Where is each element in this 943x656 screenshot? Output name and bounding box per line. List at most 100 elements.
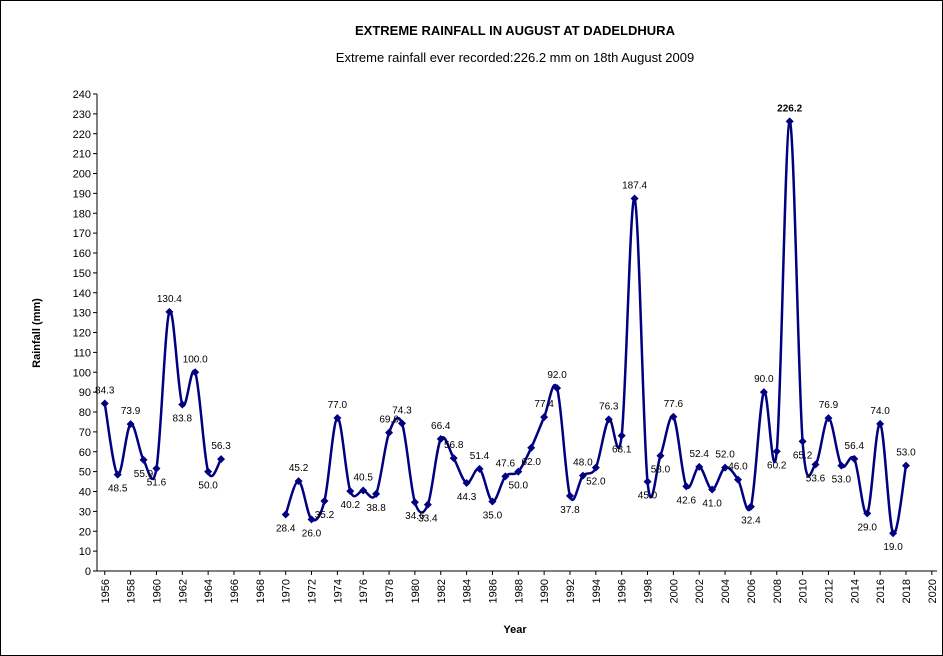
data-label: 56.3 bbox=[211, 441, 231, 452]
data-point bbox=[643, 477, 652, 486]
y-tick-label: 200 bbox=[73, 169, 91, 181]
data-point bbox=[294, 477, 303, 486]
x-tick-label: 1962 bbox=[177, 579, 189, 603]
data-point bbox=[100, 399, 109, 408]
data-label: 90.0 bbox=[754, 374, 774, 385]
data-label: 53.0 bbox=[896, 448, 916, 459]
data-label: 52.0 bbox=[715, 450, 735, 461]
data-label: 29.0 bbox=[857, 522, 877, 533]
data-point bbox=[333, 413, 342, 422]
x-tick-label: 2012 bbox=[823, 579, 835, 603]
data-label: 48.0 bbox=[573, 458, 593, 469]
data-label: 40.2 bbox=[341, 500, 361, 511]
data-point bbox=[733, 475, 742, 484]
data-point bbox=[436, 435, 445, 444]
data-label: 83.8 bbox=[173, 413, 193, 424]
data-point bbox=[837, 461, 846, 470]
x-tick-label: 1998 bbox=[643, 579, 655, 603]
data-point bbox=[798, 437, 807, 446]
y-tick-label: 0 bbox=[85, 566, 91, 578]
data-point bbox=[475, 464, 484, 473]
x-tick-label: 1964 bbox=[203, 579, 215, 603]
data-point bbox=[346, 487, 355, 496]
x-tick-label: 1988 bbox=[513, 579, 525, 603]
data-point bbox=[165, 307, 174, 316]
data-label: 35.2 bbox=[315, 510, 335, 521]
x-tick-label: 1972 bbox=[307, 579, 319, 603]
data-point bbox=[553, 384, 562, 393]
chart-subtitle: Extreme rainfall ever recorded:226.2 mm … bbox=[336, 50, 694, 65]
x-tick-label: 2000 bbox=[668, 579, 680, 603]
y-tick-label: 20 bbox=[79, 526, 91, 538]
data-point bbox=[682, 482, 691, 491]
y-tick-label: 130 bbox=[73, 308, 91, 320]
data-label: 40.5 bbox=[353, 473, 373, 484]
x-tick-label: 1976 bbox=[358, 579, 370, 603]
data-point bbox=[527, 443, 536, 452]
data-point bbox=[578, 471, 587, 480]
y-tick-label: 240 bbox=[73, 89, 91, 101]
data-point bbox=[695, 462, 704, 471]
data-point bbox=[604, 415, 613, 424]
data-point bbox=[488, 497, 497, 506]
data-point bbox=[889, 529, 898, 538]
y-tick-label: 140 bbox=[73, 288, 91, 300]
x-tick-label: 1974 bbox=[332, 579, 344, 603]
y-tick-label: 10 bbox=[79, 546, 91, 558]
data-label: 56.8 bbox=[444, 440, 464, 451]
data-label: 77.6 bbox=[664, 399, 684, 410]
data-point bbox=[811, 460, 820, 469]
data-point bbox=[591, 463, 600, 472]
y-tick-label: 220 bbox=[73, 129, 91, 141]
data-point bbox=[708, 485, 717, 494]
data-point bbox=[876, 419, 885, 428]
x-tick-label: 2018 bbox=[901, 579, 913, 603]
data-label: 53.0 bbox=[832, 475, 852, 486]
x-tick-label: 2014 bbox=[849, 579, 861, 603]
data-point bbox=[462, 478, 471, 487]
data-label: 60.2 bbox=[767, 460, 787, 471]
data-label: 74.0 bbox=[870, 406, 890, 417]
y-tick-label: 230 bbox=[73, 109, 91, 121]
data-point bbox=[320, 497, 329, 506]
x-tick-label: 2002 bbox=[694, 579, 706, 603]
data-point bbox=[540, 413, 549, 422]
data-point bbox=[191, 368, 200, 377]
y-tick-label: 210 bbox=[73, 149, 91, 161]
data-point bbox=[901, 461, 910, 470]
data-label: 74.3 bbox=[392, 405, 412, 416]
data-point bbox=[630, 194, 639, 203]
data-point bbox=[204, 467, 213, 476]
data-point bbox=[772, 447, 781, 456]
y-tick-label: 110 bbox=[73, 347, 91, 359]
x-tick-label: 2008 bbox=[772, 579, 784, 603]
x-tick-label: 1956 bbox=[100, 579, 112, 603]
data-point bbox=[514, 467, 523, 476]
x-tick-label: 1966 bbox=[229, 579, 241, 603]
data-point bbox=[449, 454, 458, 463]
data-label: 92.0 bbox=[547, 370, 567, 381]
x-tick-label: 1970 bbox=[281, 579, 293, 603]
data-label: 50.0 bbox=[198, 481, 218, 492]
y-tick-label: 70 bbox=[79, 427, 91, 439]
data-point bbox=[397, 419, 406, 428]
data-point bbox=[721, 463, 730, 472]
data-point bbox=[850, 454, 859, 463]
y-tick-label: 120 bbox=[73, 328, 91, 340]
data-point bbox=[824, 414, 833, 423]
y-tick-label: 190 bbox=[73, 188, 91, 200]
x-tick-label: 1986 bbox=[487, 579, 499, 603]
data-label: 69.6 bbox=[379, 415, 399, 426]
data-point bbox=[113, 470, 122, 479]
data-point bbox=[759, 388, 768, 397]
data-point bbox=[785, 117, 794, 126]
data-label: 28.4 bbox=[276, 524, 296, 535]
data-label: 100.0 bbox=[183, 354, 208, 365]
data-label: 35.0 bbox=[483, 510, 503, 521]
data-label: 77.0 bbox=[328, 400, 348, 411]
data-label: 68.1 bbox=[612, 445, 632, 456]
data-label: 130.4 bbox=[157, 294, 182, 305]
y-tick-label: 30 bbox=[79, 506, 91, 518]
data-label: 51.6 bbox=[147, 477, 167, 488]
